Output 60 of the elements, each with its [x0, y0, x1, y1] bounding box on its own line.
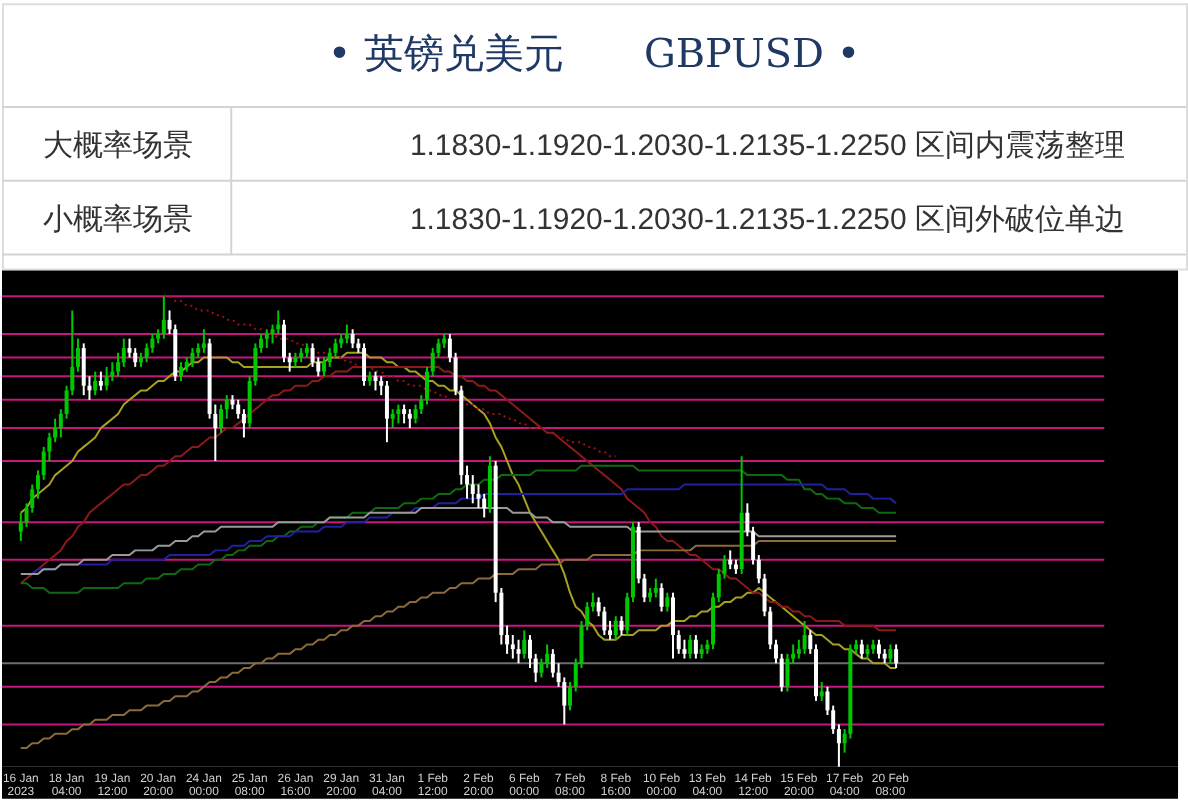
candlestick	[18, 511, 23, 542]
candlestick	[322, 356, 327, 378]
candlestick	[144, 342, 149, 364]
candlestick	[327, 347, 332, 368]
candlestick	[550, 648, 555, 679]
candlestick	[894, 643, 899, 669]
candlestick	[350, 328, 355, 350]
candlestick	[510, 634, 515, 660]
candlestick	[396, 403, 401, 425]
candlestick	[876, 638, 881, 660]
candlestick	[487, 455, 492, 514]
candlestick	[665, 591, 670, 613]
candlestick	[201, 328, 206, 354]
candlestick	[482, 492, 487, 519]
candlestick	[402, 403, 407, 425]
candlestick	[413, 403, 418, 425]
candlestick	[333, 337, 338, 359]
candlestick	[150, 332, 155, 354]
candlestick	[190, 347, 195, 368]
candlestick	[516, 638, 521, 665]
candlestick	[819, 681, 824, 702]
candlestick	[653, 577, 658, 599]
candlestick	[104, 365, 109, 392]
text: 小概率场景	[42, 202, 193, 237]
chart-title: • 英镑兑美元 GBPUSD •	[327, 31, 861, 78]
candlestick	[98, 370, 103, 392]
candlestick	[81, 342, 86, 397]
candlestick	[178, 361, 183, 383]
text: 大概率场景	[42, 128, 193, 163]
candlestick	[241, 408, 246, 439]
candlestick	[310, 342, 315, 368]
candlestick	[688, 634, 693, 660]
candlestick	[682, 638, 687, 660]
candlestick	[161, 295, 166, 340]
candlestick	[693, 634, 698, 660]
text: 1.1830-1.1920-1.2030-1.2135-1.2250 区间内震荡整理	[409, 128, 1125, 163]
candlestick	[264, 328, 269, 350]
candlestick	[545, 643, 550, 669]
candlestick	[613, 615, 618, 641]
candlestick	[859, 638, 864, 660]
candlestick	[133, 347, 138, 368]
text: 1.1830-1.1920-1.2030-1.2135-1.2250 区间外破位单边	[409, 202, 1125, 237]
candlestick	[659, 582, 664, 613]
candlestick	[888, 643, 893, 665]
candlestick	[344, 323, 349, 345]
candlestick	[671, 591, 675, 660]
candlestick	[602, 605, 607, 637]
candlestick	[476, 483, 481, 510]
candlestick	[121, 337, 126, 368]
candlestick	[219, 403, 224, 434]
candlestick	[390, 408, 395, 430]
candlestick	[384, 380, 389, 444]
candlestick	[362, 342, 367, 387]
candlestick	[785, 652, 790, 693]
candlestick	[470, 474, 475, 505]
candlestick	[802, 619, 807, 655]
candlestick	[407, 408, 412, 430]
candlestick	[93, 370, 98, 397]
candlestick	[522, 629, 527, 660]
candlestick	[281, 318, 286, 364]
